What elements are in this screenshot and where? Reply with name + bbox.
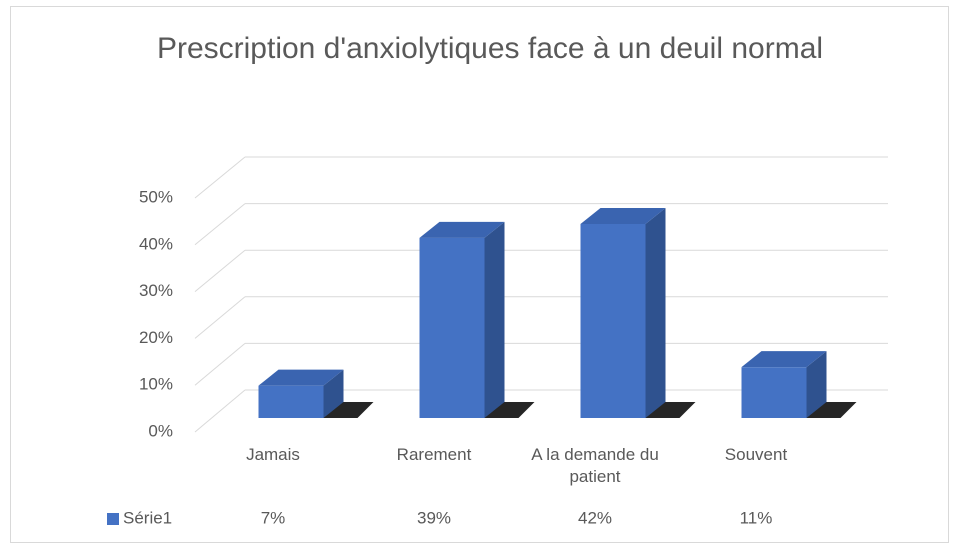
bar-top xyxy=(419,221,505,238)
bar xyxy=(258,385,324,418)
bar-top xyxy=(741,351,827,368)
x-tick-label: Jamais xyxy=(246,445,300,464)
table-value: 39% xyxy=(417,508,451,527)
x-tick-label: A la demande du patient xyxy=(531,445,659,486)
y-tick-label: 0% xyxy=(148,421,173,440)
y-tick-label: 30% xyxy=(139,281,173,300)
legend-swatch xyxy=(107,513,119,525)
bar-side xyxy=(645,207,666,418)
grid-line xyxy=(194,156,246,199)
table-value: 7% xyxy=(261,508,286,527)
grid-line xyxy=(194,389,246,433)
y-tick-label: 20% xyxy=(139,328,173,347)
chart-title: Prescription d'anxiolytiques face à un d… xyxy=(156,32,824,65)
x-tick-label: Rarement xyxy=(396,445,472,464)
title-box: Prescription d'anxiolytiques face à un d… xyxy=(156,32,824,65)
grid-line xyxy=(194,249,246,292)
grid-line xyxy=(194,343,246,386)
grid-line xyxy=(194,296,246,339)
bar-top xyxy=(258,369,344,386)
y-tick-label: 40% xyxy=(139,234,173,253)
bar-side xyxy=(806,351,827,418)
bar xyxy=(580,223,646,418)
bar xyxy=(741,367,807,418)
x-tick-label: Souvent xyxy=(724,445,788,464)
grid-line xyxy=(194,203,246,246)
y-tick-label: 10% xyxy=(139,375,173,394)
y-tick-label: 50% xyxy=(139,187,173,206)
bar xyxy=(419,237,485,418)
bar-top xyxy=(580,207,666,224)
bar-side xyxy=(484,221,505,418)
legend-label: Série1 xyxy=(123,508,172,527)
table-value: 11% xyxy=(740,508,773,527)
table-value: 42% xyxy=(578,508,612,527)
bar-side xyxy=(323,369,344,418)
